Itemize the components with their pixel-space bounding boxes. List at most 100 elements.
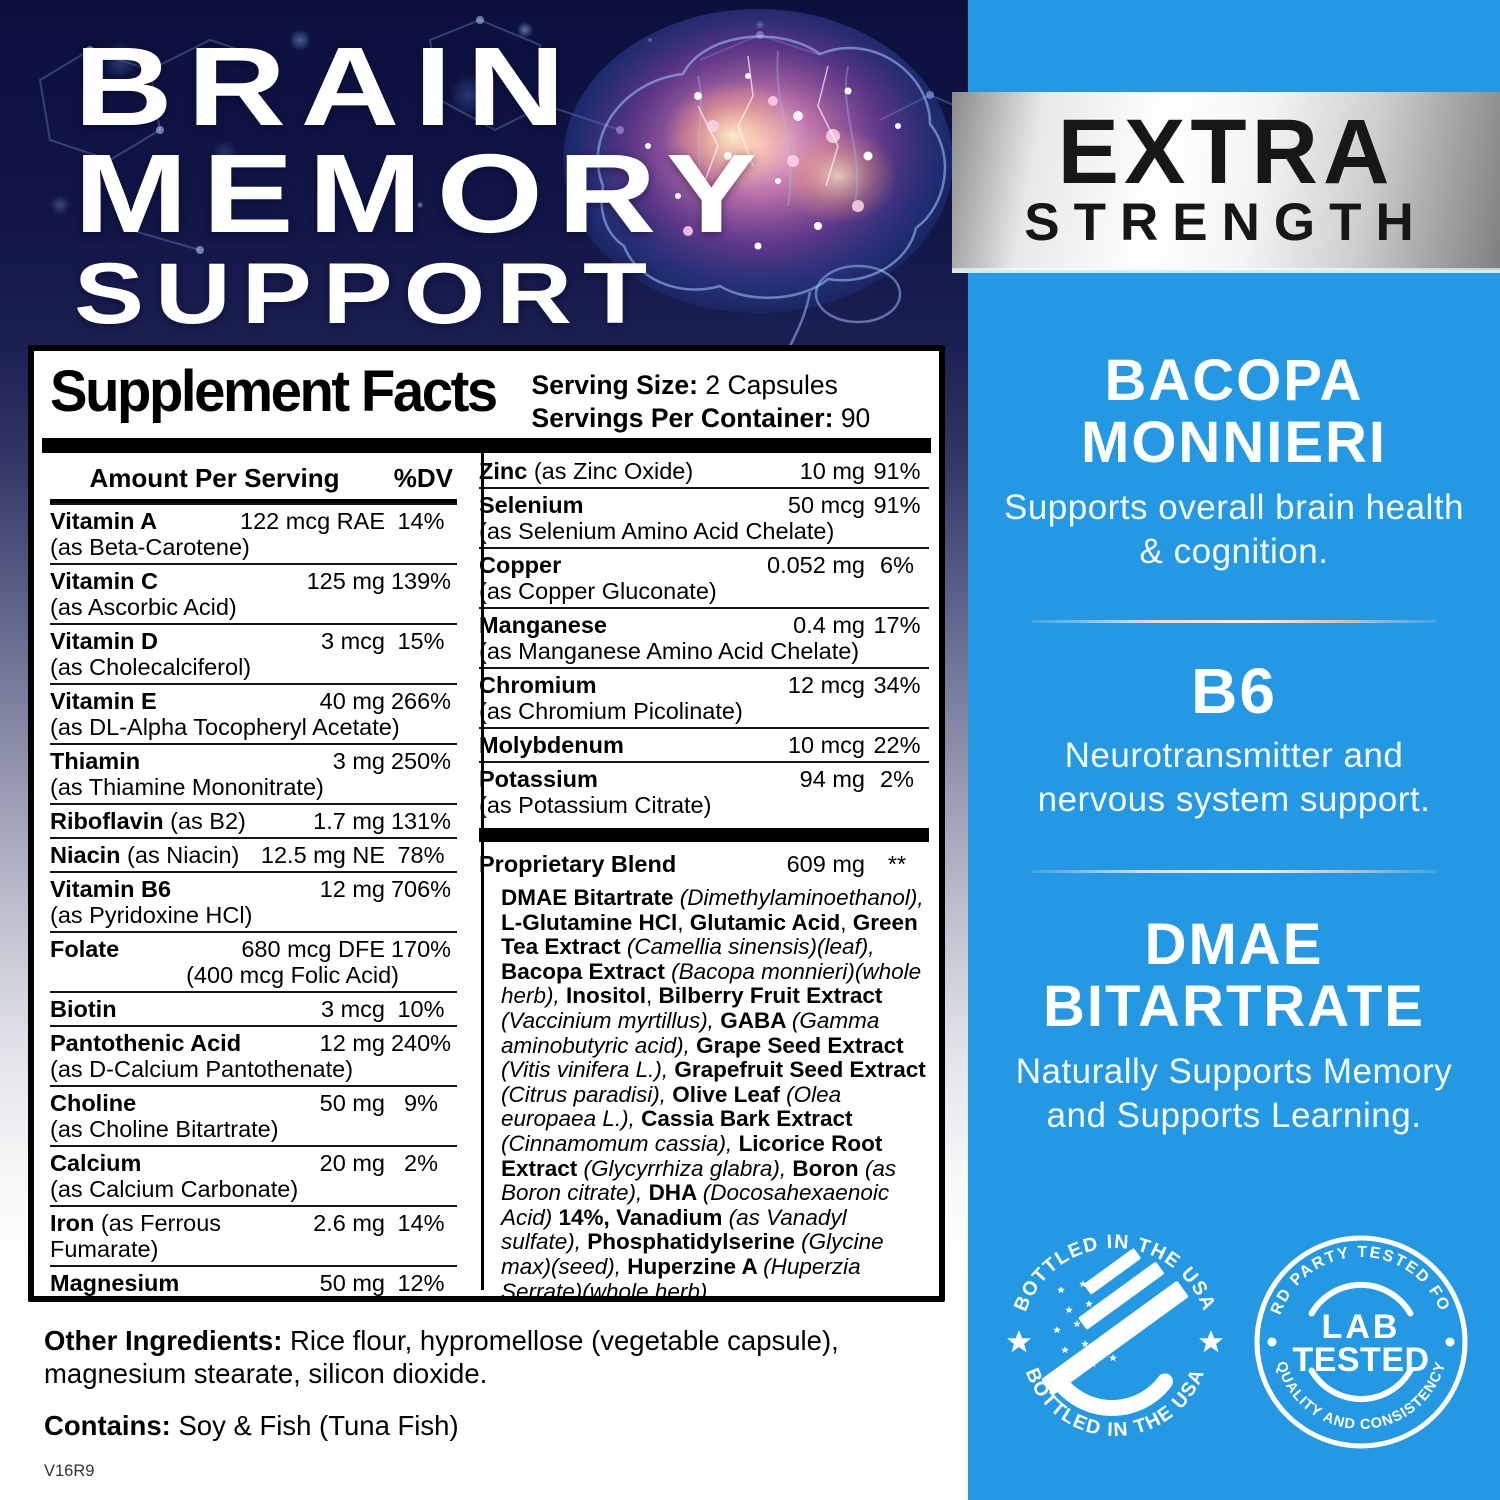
blend-segment: (Glycine max)(seed), xyxy=(501,1229,884,1279)
table-row: Vitamin E 40 mg 266% (as DL-Alpha Tocopher… xyxy=(50,683,457,743)
section-body: Supports overall brain health & cognitio… xyxy=(1003,488,1465,571)
blend-segment: Cassia Bark Extract xyxy=(641,1106,853,1132)
blend-name: Proprietary Blend xyxy=(479,851,677,877)
brain-illustration xyxy=(563,9,953,347)
proprietary-blend-row: Proprietary Blend 609 mg ** xyxy=(479,848,929,884)
title-line-3: SUPPORT xyxy=(74,246,659,342)
nutrient-sub: (as Cholecalciferol) xyxy=(50,654,252,680)
version-code: V16R9 xyxy=(44,1462,95,1480)
dv-header: %DV xyxy=(393,463,453,493)
blend-segment: Bilberry Fruit Extract xyxy=(658,983,883,1009)
nutrient-amount: 20 mg xyxy=(319,1150,385,1176)
contains-statement: Contains: Soy & Fish (Tuna Fish) xyxy=(44,1409,924,1442)
nutrient-dv: 14% xyxy=(397,508,445,534)
banner-line-1: EXTRA xyxy=(1057,101,1395,203)
table-row: Chromium 12 mcg 34% (as Chromium Picolinat… xyxy=(479,667,929,727)
nutrient-name: Vitamin D xyxy=(50,628,158,654)
table-row: Zinc (as Zinc Oxide) 10 mg 91% xyxy=(479,455,929,487)
table-row: Copper 0.052 mg 6% (as Copper Gluconate) xyxy=(479,547,929,607)
blend-segment: (Camellia sinensis)(leaf), xyxy=(626,934,875,960)
table-row: Vitamin C 125 mg 139% (as Ascorbic Acid) xyxy=(50,563,457,623)
nutrient-name: Manganese xyxy=(479,612,607,638)
blend-segment: (Cinnamomum cassia), xyxy=(501,1130,739,1156)
nutrient-amount: 3 mg xyxy=(332,748,385,774)
nutrient-sub: (as Beta-Carotene) xyxy=(50,534,250,560)
right-panel: EXTRA STRENGTH BACOPA MONNIERI Supports … xyxy=(952,0,1500,1500)
table-row: Molybdenum 10 mcg 22% xyxy=(479,727,929,761)
nutrient-name: Molybdenum xyxy=(479,732,624,758)
lab-tested-badge: 3RD PARTY TESTED FOR QUALITY AND CONSIST… xyxy=(1245,1226,1468,1449)
nutrient-amount: 680 mcg DFE xyxy=(241,936,385,962)
blend-segment: (Docosahexaenoic Acid) xyxy=(501,1180,890,1230)
nutrient-sub: (as Selenium Amino Acid Chelate) xyxy=(479,518,835,544)
bottled-in-usa-badge: BOTTLED IN THE USA BOTTLED IN THE USA xyxy=(1007,1231,1223,1441)
other-ingredients: Other Ingredients: Rice flour, hypromell… xyxy=(44,1324,924,1390)
serving-info: Serving Size: 2 Capsules Servings Per Co… xyxy=(532,369,871,435)
table-row: Selenium 50 mcg 91% (as Selenium Amino Aci… xyxy=(479,487,929,547)
serving-size-value: 2 Capsules xyxy=(705,370,838,400)
serving-size-label: Serving Size: xyxy=(531,370,698,400)
nutrient-amount: 40 mg xyxy=(319,688,385,714)
table-row: Magnesium 50 mg 12% (as Magnesium Oxide) xyxy=(50,1265,457,1296)
proprietary-blend-ingredients: DMAE Bitartrate (Dimethylaminoethanol), … xyxy=(479,884,929,1296)
nutrient-name: Niacin xyxy=(50,842,121,868)
nutrient-amount: 12 mg xyxy=(319,1030,385,1056)
nutrient-dv: 34% xyxy=(873,672,921,698)
facts-title: Supplement Facts xyxy=(50,359,498,424)
table-row: Vitamin A 122 mcg RAE 14% (as Beta-Caroten… xyxy=(50,503,457,563)
nutrient-amount: 0.4 mg xyxy=(793,612,865,638)
section-heading: BACOPA MONNIERI xyxy=(1081,348,1387,475)
table-row: Niacin (as Niacin) 12.5 mg NE 78% xyxy=(50,837,457,871)
nutrient-dv: 15% xyxy=(397,628,445,654)
blend-segment: Phosphatidylserine xyxy=(587,1229,802,1255)
nutrient-dv: 250% xyxy=(390,748,452,774)
column-divider xyxy=(481,451,484,1290)
nutrient-name: Vitamin B6 xyxy=(50,876,172,902)
nutrient-dv: 10% xyxy=(397,996,445,1022)
table-row: Folate 680 mcg DFE 170% (400 mcg Folic Aci… xyxy=(50,931,457,991)
blend-segment: (Citrus paradisi), xyxy=(501,1081,673,1107)
nutrient-amount: 94 mg xyxy=(799,766,865,792)
blend-segment: 14%, xyxy=(558,1204,617,1230)
section-heading: DMAE BITARTRATE xyxy=(1043,912,1425,1039)
extra-strength-banner: EXTRA STRENGTH xyxy=(952,92,1500,273)
nutrient-name: Vitamin C xyxy=(50,568,158,594)
blend-segment: (Dimethylaminoethanol), xyxy=(679,885,924,910)
nutrient-name: Calcium xyxy=(50,1150,142,1176)
blend-segment: DMAE Bitartrate xyxy=(501,885,680,910)
blend-segment: , xyxy=(677,909,690,935)
nutrient-name: Choline xyxy=(50,1090,137,1116)
blend-segment: Olive Leaf xyxy=(672,1081,787,1107)
blend-segment: Inositol xyxy=(566,983,647,1009)
blend-segment: Vanadium xyxy=(616,1204,729,1230)
nutrient-amount: 50 mcg xyxy=(787,492,865,518)
table-row: Choline 50 mg 9% (as Choline Bitartrate) xyxy=(50,1085,457,1145)
nutrient-name: Magnesium xyxy=(50,1270,180,1296)
badges-row: BOTTLED IN THE USA BOTTLED IN THE USA xyxy=(986,1226,1490,1458)
blend-dv: ** xyxy=(887,851,907,877)
nutrient-amount: 1.7 mg xyxy=(313,808,385,834)
blend-segment: (Olea europaea L.), xyxy=(501,1081,842,1132)
blend-segment: , xyxy=(646,983,659,1009)
section-divider xyxy=(1032,620,1436,623)
divider-bar xyxy=(42,438,931,453)
nutrient-sub: (as Chromium Picolinate) xyxy=(479,698,743,724)
nutrient-dv: 706% xyxy=(390,876,452,902)
nutrient-sub: (as Ascorbic Acid) xyxy=(50,594,237,620)
nutrient-dv: 12% xyxy=(397,1270,445,1296)
table-row: Riboflavin (as B2) 1.7 mg 131% xyxy=(50,803,457,837)
facts-header: Supplement Facts Serving Size: 2 Capsule… xyxy=(34,351,939,437)
blend-segment: (Vaccinium myrtillus), xyxy=(501,1007,721,1033)
column-header: Amount Per Serving %DV xyxy=(50,455,457,503)
table-row: Biotin 3 mcg 10% xyxy=(50,991,457,1025)
nutrient-dv: 266% xyxy=(390,688,452,714)
nutrient-form: (as B2) xyxy=(163,808,246,834)
blend-segment: (Gamma aminobutyric acid), xyxy=(501,1007,880,1058)
lab-badge-center-line2: TESTED xyxy=(1292,1341,1429,1379)
section-body: Neurotransmitter and nervous system supp… xyxy=(1037,736,1431,819)
nutrient-name: Potassium xyxy=(479,766,598,792)
lab-badge-center-line1: LAB xyxy=(1322,1308,1401,1346)
servings-value: 90 xyxy=(840,403,871,433)
contains-label: Contains: xyxy=(44,1410,171,1441)
